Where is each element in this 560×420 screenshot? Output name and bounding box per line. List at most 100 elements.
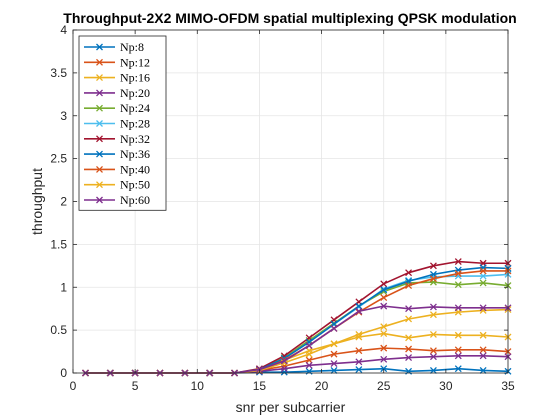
data-point-marker (305, 342, 313, 350)
legend-marker (96, 74, 103, 82)
legend-label: Np:8 (120, 40, 144, 54)
legend-item: Np:16 (84, 71, 150, 85)
data-point-marker (380, 286, 388, 294)
data-point-marker (454, 352, 462, 360)
y-tick-label: 0 (60, 366, 67, 380)
data-point-marker (355, 366, 363, 374)
data-point-marker (429, 303, 437, 311)
data-point-marker (305, 361, 313, 369)
data-point-marker (280, 365, 288, 373)
data-point-marker (479, 272, 487, 280)
legend-marker (96, 135, 103, 143)
x-tick-label: 25 (377, 379, 391, 393)
legend-label: Np:20 (120, 86, 150, 100)
legend-item: Np:40 (84, 162, 150, 176)
legend: Np:8Np:12Np:16Np:20Np:24Np:28Np:32Np:36N… (78, 35, 167, 211)
data-point-marker (454, 304, 462, 312)
x-tick-label: 35 (501, 379, 515, 393)
data-point-marker (355, 302, 363, 310)
legend-item: Np:8 (84, 40, 144, 54)
data-point-marker (380, 323, 388, 331)
legend-item: Np:12 (84, 55, 150, 69)
data-point-marker (330, 340, 338, 348)
legend-marker (96, 165, 103, 173)
x-axis-label: snr per subcarrier (236, 399, 346, 415)
y-axis-label: throughput (29, 168, 45, 235)
data-point-marker (429, 353, 437, 361)
data-point-marker (454, 365, 462, 373)
legend-item: Np:50 (84, 178, 150, 192)
data-point-marker (479, 366, 487, 374)
legend-marker (96, 181, 103, 189)
legend-marker (96, 58, 103, 66)
data-point-marker (330, 360, 338, 368)
data-point-marker (380, 302, 388, 310)
legend-label: Np:40 (120, 162, 150, 176)
data-point-marker (380, 280, 388, 288)
x-tick-label: 30 (439, 379, 453, 393)
legend-label: Np:16 (120, 71, 150, 85)
data-point-marker (405, 282, 413, 289)
data-point-marker (380, 365, 388, 373)
y-tick-label: 3 (60, 109, 67, 123)
legend-marker (96, 196, 103, 204)
data-point-marker (479, 331, 487, 339)
x-tick-label: 15 (253, 379, 267, 393)
data-point-marker (479, 279, 487, 287)
y-tick-label: 1 (60, 280, 67, 294)
x-tick-label: 10 (191, 379, 205, 393)
data-point-marker (380, 344, 388, 352)
data-point-marker (454, 270, 462, 277)
legend-marker (96, 104, 103, 112)
legend-item: Np:32 (84, 132, 150, 146)
legend-marker (96, 150, 103, 158)
data-point-marker (380, 355, 388, 363)
legend-label: Np:32 (120, 132, 150, 146)
x-tick-label: 5 (132, 379, 139, 393)
y-tick-label: 1.5 (50, 237, 67, 251)
data-point-marker (305, 356, 313, 364)
x-tick-label: 0 (70, 379, 77, 393)
data-point-marker (330, 350, 338, 358)
data-point-marker (355, 330, 363, 338)
legend-item: Np:60 (84, 193, 150, 207)
data-point-marker (380, 330, 388, 338)
data-point-marker (429, 311, 437, 319)
chart-title: Throughput-2X2 MIMO-OFDM spatial multipl… (63, 10, 516, 26)
data-point-marker (429, 330, 437, 338)
data-point-marker (355, 347, 363, 355)
data-point-marker (479, 352, 487, 360)
legend-label: Np:24 (120, 101, 150, 115)
data-point-marker (330, 324, 338, 332)
legend-item: Np:28 (84, 117, 150, 131)
legend-label: Np:28 (120, 117, 150, 131)
legend-item: Np:24 (84, 101, 150, 115)
data-point-marker (330, 366, 338, 374)
data-point-marker (280, 357, 288, 365)
y-tick-label: 4 (60, 23, 67, 37)
legend-item: Np:36 (84, 147, 150, 161)
data-point-marker (380, 294, 388, 301)
y-tick-label: 2 (60, 195, 67, 209)
data-point-marker (429, 347, 437, 355)
legend-marker (96, 43, 103, 51)
legend-label: Np:50 (120, 178, 150, 192)
axis-ticks: 0 5 10 15 20 25 30 35 0 0.5 1 1.5 2 2.5 3 3.5 4 (50, 23, 515, 393)
data-point-marker (405, 345, 413, 353)
legend-label: Np:60 (120, 193, 150, 207)
data-point-marker (405, 269, 413, 277)
data-point-marker (405, 354, 413, 362)
y-tick-label: 3.5 (50, 66, 67, 80)
data-point-marker (479, 267, 487, 275)
data-point-marker (355, 358, 363, 366)
x-tick-label: 20 (315, 379, 329, 393)
legend-marker (96, 89, 103, 97)
data-point-marker (454, 281, 462, 289)
data-point-marker (454, 258, 462, 265)
data-point-marker (479, 304, 487, 312)
data-point-marker (429, 262, 437, 270)
legend-label: Np:12 (120, 55, 150, 69)
data-point-marker (454, 346, 462, 354)
